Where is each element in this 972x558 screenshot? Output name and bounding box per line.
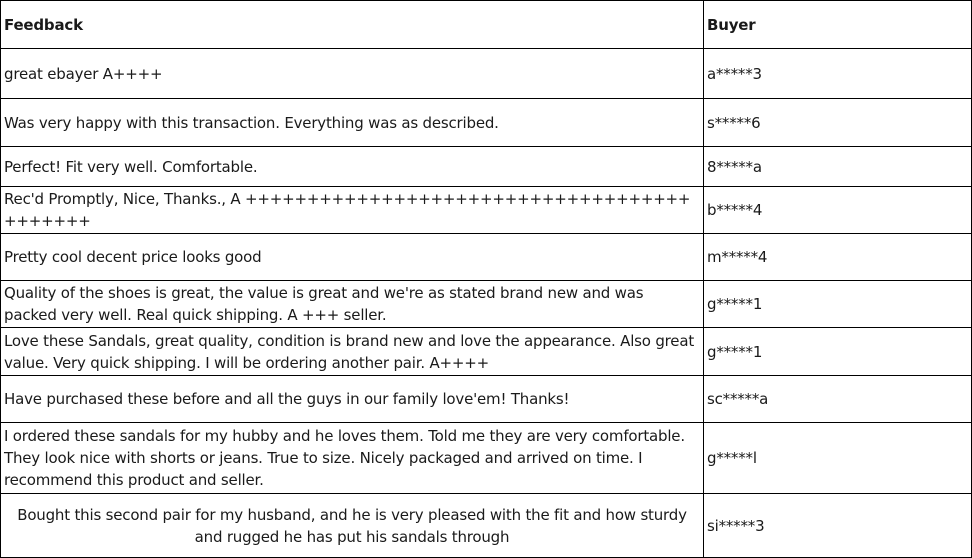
feedback-cell: Was very happy with this transaction. Ev… [0,98,704,147]
feedback-cell: Love these Sandals, great quality, condi… [0,327,704,376]
table-row: Love these Sandals, great quality, condi… [0,327,972,376]
feedback-header: Feedback [0,0,704,49]
buyer-cell: 8*****a [703,146,972,187]
table-row: I ordered these sandals for my hubby and… [0,422,972,494]
buyer-header: Buyer [703,0,972,49]
feedback-cell: I ordered these sandals for my hubby and… [0,422,704,494]
table-row: Rec'd Promptly, Nice, Thanks., A +++++++… [0,186,972,234]
buyer-cell: si*****3 [703,493,972,558]
table-row: Quality of the shoes is great, the value… [0,280,972,328]
buyer-cell: g*****1 [703,327,972,376]
buyer-cell: g*****l [703,422,972,494]
buyer-cell: a*****3 [703,48,972,99]
feedback-cell: Pretty cool decent price looks good [0,233,704,281]
feedback-cell: Bought this second pair for my husband, … [0,493,704,558]
buyer-cell: s*****6 [703,98,972,147]
buyer-cell: b*****4 [703,186,972,234]
feedback-cell: great ebayer A++++ [0,48,704,99]
table-row: Bought this second pair for my husband, … [0,493,972,558]
table-row: Perfect! Fit very well. Comfortable. 8***… [0,146,972,187]
table-row: Have purchased these before and all the … [0,375,972,423]
header-row: Feedback Buyer [0,0,972,49]
table-row: Pretty cool decent price looks good m****… [0,233,972,281]
feedback-cell: Perfect! Fit very well. Comfortable. [0,146,704,187]
buyer-cell: sc*****a [703,375,972,423]
feedback-cell: Rec'd Promptly, Nice, Thanks., A +++++++… [0,186,704,234]
buyer-cell: g*****1 [703,280,972,328]
buyer-cell: m*****4 [703,233,972,281]
table-row: Was very happy with this transaction. Ev… [0,98,972,147]
feedback-cell: Have purchased these before and all the … [0,375,704,423]
feedback-cell: Quality of the shoes is great, the value… [0,280,704,328]
table-row: great ebayer A++++ a*****3 [0,48,972,99]
